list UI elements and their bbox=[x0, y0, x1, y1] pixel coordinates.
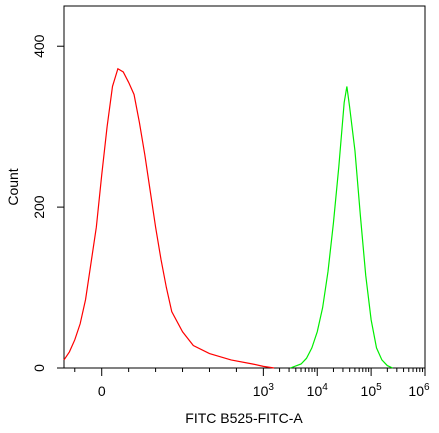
x-tick-label-exp-1: 3 bbox=[268, 382, 274, 393]
x-tick-label-base-3: 10 bbox=[361, 383, 377, 399]
x-tick-label-2: 104 bbox=[307, 382, 329, 399]
y-tick-label-1: 200 bbox=[31, 195, 47, 219]
series-layer bbox=[63, 67, 393, 369]
y-axis-label: Count bbox=[5, 168, 21, 205]
x-tick-label-exp-3: 5 bbox=[376, 382, 382, 393]
x-tick-label-base-1: 10 bbox=[253, 383, 269, 399]
x-axis-label: FITC B525-FITC-A bbox=[185, 410, 303, 426]
x-tick-label-3: 105 bbox=[361, 382, 383, 399]
y-tick-label-0: 0 bbox=[31, 364, 47, 372]
y-tick-label-2: 400 bbox=[31, 34, 47, 58]
plot-frame bbox=[63, 5, 426, 369]
x-tick-label-0: 0 bbox=[98, 383, 106, 399]
x-tick-label-1: 103 bbox=[253, 382, 275, 399]
histogram-series-2 bbox=[290, 86, 393, 369]
x-tick-label-base-2: 10 bbox=[307, 383, 323, 399]
x-tick-label-4: 106 bbox=[408, 382, 430, 399]
histogram-series-1 bbox=[63, 67, 275, 369]
x-tick-label-base-4: 10 bbox=[408, 383, 424, 399]
x-tick-label-exp-2: 4 bbox=[322, 382, 328, 393]
x-tick-label-exp-4: 6 bbox=[424, 382, 430, 393]
